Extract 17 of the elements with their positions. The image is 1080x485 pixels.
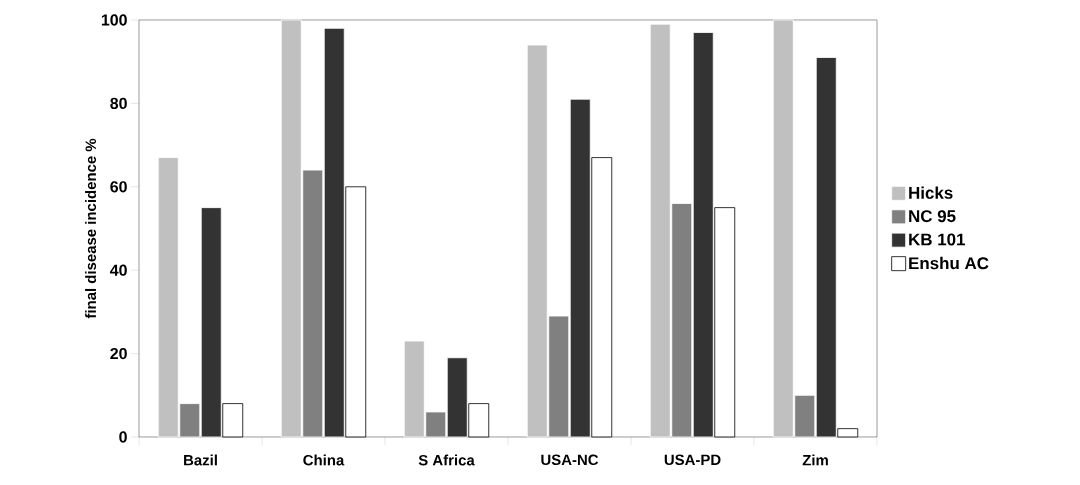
legend-label: Hicks (909, 186, 953, 199)
y-tick-label: 0 (119, 431, 127, 443)
x-tick-label: Bazil (184, 454, 217, 466)
y-tick-label: 100 (101, 14, 127, 26)
x-tick-label: USA-NC (541, 454, 599, 466)
legend-label: KB 101 (909, 233, 965, 246)
y-tick-label: 60 (110, 181, 127, 193)
legend-label: Enshu AC (909, 256, 989, 270)
y-tick-label: 80 (110, 97, 127, 110)
x-tick-label: USA-PD (664, 454, 721, 466)
y-axis-title: final disease incidence % (85, 138, 97, 319)
y-tick-label: 40 (109, 264, 127, 276)
x-tick-label: Zim (802, 454, 828, 466)
x-tick-label: S Africa (418, 454, 475, 466)
x-tick-label: China (303, 454, 345, 466)
legend-label: NC 95 (909, 210, 956, 223)
y-tick-label: 20 (110, 347, 127, 360)
